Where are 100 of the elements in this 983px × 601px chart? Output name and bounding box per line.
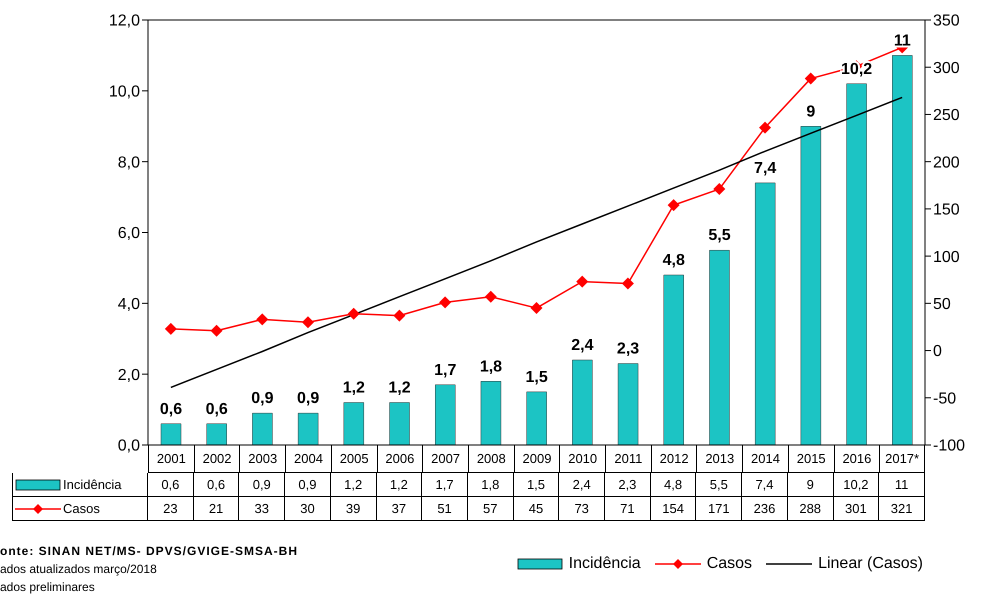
point: [530, 302, 542, 314]
x-tick-label: 2015: [788, 445, 834, 473]
x-tick-label: 2008: [468, 445, 514, 473]
x-tick-label: 2007: [422, 445, 468, 473]
bar: [252, 412, 273, 445]
data-label: 301: [834, 497, 880, 521]
data-label: 1,5: [514, 473, 560, 497]
x-tick-label: 2001: [148, 445, 194, 473]
bar: [846, 84, 867, 445]
y2-tick-label: 200: [933, 154, 960, 172]
text: 1,5: [526, 368, 548, 386]
text: ados atualizados março/2018: [0, 561, 158, 578]
point: [804, 72, 817, 85]
bar: [206, 424, 227, 445]
y2-tick-label: 350: [933, 12, 960, 30]
x-tick-label: 2004: [285, 445, 331, 473]
bar: [709, 250, 730, 445]
point: [393, 310, 406, 322]
text: onte: SINAN NET/MS- DPVS/GVIGE-SMSA-BH: [0, 543, 298, 560]
data-label: 37: [376, 497, 422, 521]
text: Casos: [706, 555, 752, 572]
y2-tick-label: -50: [933, 390, 956, 408]
data-label: 33: [239, 497, 286, 521]
legend-label: Casos: [63, 501, 100, 516]
y2-tick-label: 150: [933, 202, 960, 219]
point: [668, 199, 680, 212]
bar: [664, 274, 684, 445]
data-label: 23: [148, 497, 194, 521]
data-label: 0,6: [148, 473, 194, 497]
data-label: 1,7: [422, 473, 468, 497]
bar: [434, 384, 456, 445]
y-tick-label: 4,0: [118, 296, 140, 314]
text: 5,5: [708, 227, 731, 244]
y2-tick-label: 250: [933, 107, 960, 124]
x-tick-label: 2009: [514, 445, 560, 473]
point: [713, 183, 726, 196]
legend-label: Incidência: [63, 477, 122, 492]
x-tick-label: 2003: [239, 445, 286, 473]
data-label: 30: [285, 497, 331, 521]
data-label: 1,2: [376, 473, 422, 497]
bar: [572, 360, 593, 445]
data-label: 236: [742, 497, 788, 521]
x-tick-label: 2010: [559, 445, 606, 473]
y2-tick-label: 50: [933, 296, 951, 314]
x-tick-label: 2012: [650, 445, 696, 473]
text: ados preliminares: [0, 579, 96, 596]
data-label: 0,9: [239, 473, 286, 497]
point: [576, 276, 588, 288]
y-tick-label: 0,0: [118, 438, 140, 455]
data-label: 51: [422, 497, 468, 521]
point: [164, 322, 177, 335]
data-label: 57: [468, 497, 514, 521]
point: [302, 316, 314, 328]
text: 2,3: [616, 340, 640, 358]
y-tick-label: 8,0: [118, 154, 140, 172]
y-tick-label: 10,0: [108, 84, 140, 101]
x-tick-label: 2014: [742, 445, 788, 473]
y2-tick-label: -100: [933, 438, 966, 455]
x-tick-label: 2002: [194, 445, 240, 473]
text: 1,2: [388, 380, 411, 396]
data-label: 7,4: [742, 473, 788, 497]
bar: [160, 424, 182, 445]
text: 0,6: [160, 400, 182, 418]
data-label: 5,5: [696, 473, 742, 497]
data-label: 0,9: [285, 473, 331, 497]
bar: [754, 182, 776, 445]
data-label: 0,6: [194, 473, 240, 497]
data-label: 39: [330, 497, 377, 521]
text: 2,4: [571, 337, 594, 354]
y-tick-label: 6,0: [118, 225, 140, 242]
text: 11: [894, 32, 911, 50]
bar: [892, 55, 913, 445]
point: [484, 290, 497, 303]
text: 4,8: [662, 252, 685, 269]
text: Incidência: [568, 555, 641, 572]
data-label: 171: [696, 497, 742, 521]
x-tick-label: 2011: [605, 445, 651, 473]
text: 1,8: [480, 358, 502, 376]
text: 7,4: [754, 160, 776, 177]
bar: [344, 402, 364, 445]
y2-tick-label: 300: [933, 60, 960, 77]
legend-label: Linear (Casos): [818, 555, 923, 573]
data-label: 2,3: [605, 473, 651, 497]
bar: [480, 381, 502, 445]
text: 0,6: [206, 400, 228, 418]
data-label: 2,4: [559, 473, 606, 497]
data-label: 1,8: [468, 473, 514, 497]
point: [622, 278, 634, 290]
text: 0,9: [296, 390, 320, 408]
data-label: 45: [514, 497, 560, 521]
data-label: 4,8: [650, 473, 696, 497]
text: 9: [806, 103, 816, 120]
x-tick-label: 2017*: [879, 445, 925, 473]
point: [439, 296, 452, 308]
bar: [389, 402, 410, 445]
x-tick-label: 2016: [834, 445, 880, 473]
point: [759, 122, 772, 134]
text: 1,7: [434, 362, 456, 379]
x-tick-label: 2013: [696, 445, 742, 473]
text: 1,2: [342, 380, 365, 396]
